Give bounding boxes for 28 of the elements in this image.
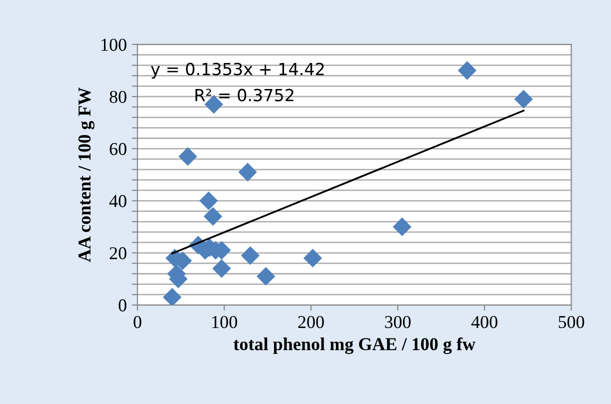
y-tick-label: 60 xyxy=(110,142,126,156)
y-tick-label: 20 xyxy=(110,247,126,260)
point xyxy=(256,267,276,286)
y-tick-label: 0 xyxy=(118,299,126,312)
annotation: R² = 0.3752 xyxy=(196,88,294,102)
point xyxy=(162,288,182,306)
point xyxy=(178,147,198,166)
point xyxy=(238,162,257,182)
point xyxy=(392,218,412,236)
point xyxy=(303,248,322,268)
point xyxy=(199,191,218,210)
point xyxy=(514,90,533,108)
y-tick-label: 40 xyxy=(109,195,126,208)
x-tick-label: 200 xyxy=(298,316,324,328)
x-tick-label: 500 xyxy=(558,316,584,328)
x-tick-label: 400 xyxy=(471,316,498,328)
point xyxy=(204,207,222,226)
point xyxy=(212,259,231,278)
annotation: y = 0.1353x + 14.42 xyxy=(150,62,324,79)
x-tick-label: 300 xyxy=(385,316,411,328)
y-tick-label: 80 xyxy=(110,90,126,103)
x-tick-label: 0 xyxy=(134,316,142,328)
point xyxy=(458,61,476,80)
point xyxy=(240,246,260,265)
x-axis-title: total phenol mg GAE / 100 g fw xyxy=(234,337,476,354)
y-tick-label: 100 xyxy=(102,38,126,51)
x-tick-label: 100 xyxy=(212,316,238,328)
y-axis-title: AA content / 100 g FW xyxy=(78,87,94,262)
